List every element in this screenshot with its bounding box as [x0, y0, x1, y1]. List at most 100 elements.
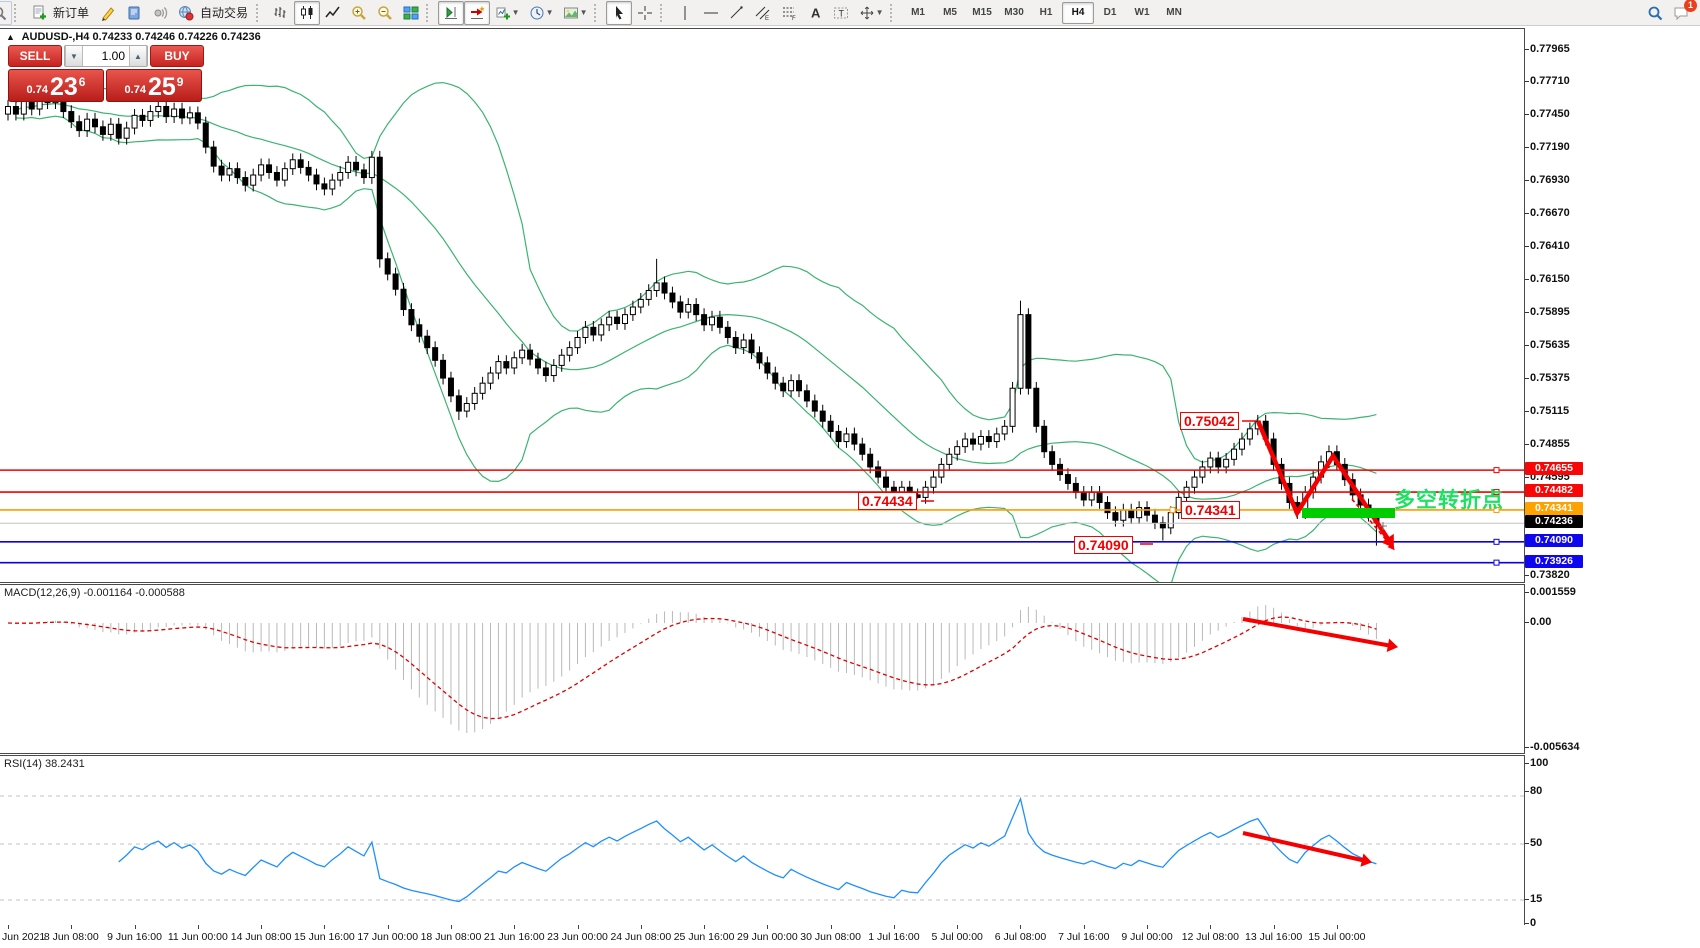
time-axis-label: 25 Jun 16:00 [673, 931, 735, 943]
price-axis-tick: 0.73820 [1525, 569, 1592, 581]
time-axis-label: 8 Jun 08:00 [43, 931, 99, 943]
time-axis-label: 21 Jun 16:00 [483, 931, 545, 943]
bar-chart-button[interactable] [268, 1, 294, 25]
price-note-label[interactable]: 0.74341 [1181, 501, 1240, 519]
zoom-out-button[interactable] [372, 1, 398, 25]
rsi-line [118, 796, 1377, 903]
market-watch-icon[interactable] [0, 0, 12, 25]
symbol-name: AUDUSD-,H4 [21, 31, 90, 43]
volume-up-button[interactable]: ▲ [129, 46, 147, 66]
rsi-axis-tick: 50 [1525, 837, 1592, 849]
search-icon[interactable] [1642, 1, 1668, 25]
macd-trend-arrow[interactable] [1242, 617, 1399, 652]
tf-button-mn[interactable]: MN [1166, 7, 1182, 18]
macd-histogram [15, 605, 1377, 733]
macd-axis-tick: 0.00 [1525, 616, 1592, 628]
symbol-ohlc: 0.74233 0.74246 0.74226 0.74236 [92, 31, 261, 43]
price-chart-pane[interactable] [0, 28, 1525, 583]
rsi-axis-tick: 0 [1525, 917, 1592, 929]
tf-button-m15[interactable]: M15 [972, 7, 992, 18]
auto-scroll-button[interactable] [464, 0, 491, 25]
zoom-in-button[interactable] [346, 1, 372, 25]
text-button[interactable]: A [802, 1, 828, 25]
templates-button[interactable]: ▼ [558, 1, 592, 25]
new-order-label[interactable]: 新订单 [53, 6, 90, 20]
chart-shift-button[interactable] [438, 0, 465, 25]
news-icon[interactable] [147, 1, 173, 25]
tf-button-d1[interactable]: D1 [1103, 7, 1117, 18]
autotrading-button[interactable] [173, 1, 199, 25]
time-axis-label: 13 Jul 16:00 [1244, 931, 1303, 943]
indicators-button[interactable]: ▼ [490, 1, 524, 25]
price-axis-tick: 0.76150 [1525, 273, 1592, 285]
price-axis-tick: 0.77450 [1525, 108, 1592, 120]
sell-button[interactable]: SELL [8, 45, 62, 67]
green-support-zone [1302, 508, 1395, 518]
notification-badge: 1 [1684, 0, 1697, 12]
profiles-button[interactable]: ▼ [524, 1, 558, 25]
line-chart-button[interactable] [320, 1, 346, 25]
arrows-button[interactable]: ▼ [854, 1, 888, 25]
toolbar: 新订单 自动交易 ▼ ▼ ▼ E F A T ▼ M1 M5 M15 M30 H1 H4 D… [0, 0, 1700, 26]
svg-text:T: T [839, 8, 845, 18]
time-axis-label: 30 Jun 08:00 [800, 931, 861, 943]
terminal-icon[interactable] [121, 1, 147, 25]
bull-bear-turning-point-note[interactable]: 多空转折点 [1394, 489, 1504, 512]
vertical-line-button[interactable] [672, 1, 698, 25]
tf-button-h4[interactable]: H4 [1062, 1, 1095, 24]
new-order-button[interactable] [26, 1, 52, 25]
volume-down-button[interactable]: ▼ [65, 46, 83, 66]
time-axis-label: 7 Jul 16:00 [1058, 931, 1110, 943]
price-tag: 0.73926 [1525, 554, 1583, 568]
text-label-button[interactable]: T [828, 1, 854, 25]
time-axis-label: 23 Jun 00:00 [547, 931, 608, 943]
fibonacci-button[interactable]: F [776, 1, 802, 25]
notifications-icon[interactable]: 1 [1668, 0, 1697, 25]
time-axis-label: 24 Jun 08:00 [610, 931, 672, 943]
time-axis-label: 15 Jul 00:00 [1308, 931, 1366, 943]
horizontal-levels[interactable] [0, 467, 1524, 566]
candlestick-button[interactable] [294, 0, 321, 25]
trend-zigzag-arrow[interactable] [921, 420, 1395, 551]
price-note-label[interactable]: 0.74434 [858, 492, 917, 510]
rsi-pane[interactable]: RSI(14) 38.2431 [0, 755, 1525, 926]
price-axis-tick: 0.76670 [1525, 207, 1592, 219]
time-axis-label: 17 Jun 00:00 [357, 931, 419, 943]
toolbar-grip [890, 3, 899, 22]
tf-button-w1[interactable]: W1 [1134, 7, 1150, 18]
rsi-axis-tick: 80 [1525, 785, 1592, 797]
metaeditor-icon[interactable] [95, 1, 121, 25]
tf-button-m30[interactable]: M30 [1004, 7, 1024, 18]
tf-button-m1[interactable]: M1 [911, 7, 925, 18]
trendline-button[interactable] [724, 1, 750, 25]
crosshair-button[interactable] [632, 1, 658, 25]
toolbar-grip [256, 3, 265, 22]
price-note-label[interactable]: 0.74090 [1074, 536, 1133, 554]
candles-layer [5, 87, 1380, 546]
autotrading-label[interactable]: 自动交易 [200, 6, 249, 20]
price-tag: 0.74482 [1525, 484, 1583, 498]
horizontal-line-button[interactable] [698, 1, 724, 25]
tf-button-m5[interactable]: M5 [943, 7, 957, 18]
macd-pane[interactable]: MACD(12,26,9) -0.001164 -0.000588 [0, 584, 1525, 754]
channel-button[interactable]: E [750, 1, 776, 25]
price-axis-tick: 0.77710 [1525, 75, 1592, 87]
sell-price-display[interactable]: 0.74 23 6 [8, 69, 104, 102]
cursor-button[interactable] [606, 0, 633, 25]
tf-button-h1[interactable]: H1 [1039, 7, 1053, 18]
rsi-axis-tick: 15 [1525, 893, 1592, 905]
price-tag: 0.74655 [1525, 462, 1583, 476]
panel-toggle-icon[interactable]: ▲ [6, 32, 15, 42]
volume-input[interactable] [83, 46, 129, 66]
toolbar-grip [426, 3, 435, 22]
time-axis-label: 1 Jul 16:00 [868, 931, 920, 943]
tile-windows-button[interactable] [398, 1, 424, 25]
price-axis-tick: 0.77190 [1525, 141, 1592, 153]
time-axis-label: 11 Jun 00:00 [167, 931, 228, 943]
buy-button[interactable]: BUY [150, 45, 204, 67]
price-note-label[interactable]: 0.75042 [1180, 412, 1239, 430]
macd-label: MACD(12,26,9) -0.001164 -0.000588 [4, 587, 185, 599]
buy-price-display[interactable]: 0.74 25 9 [106, 69, 202, 102]
rsi-trend-arrow[interactable] [1242, 831, 1373, 867]
